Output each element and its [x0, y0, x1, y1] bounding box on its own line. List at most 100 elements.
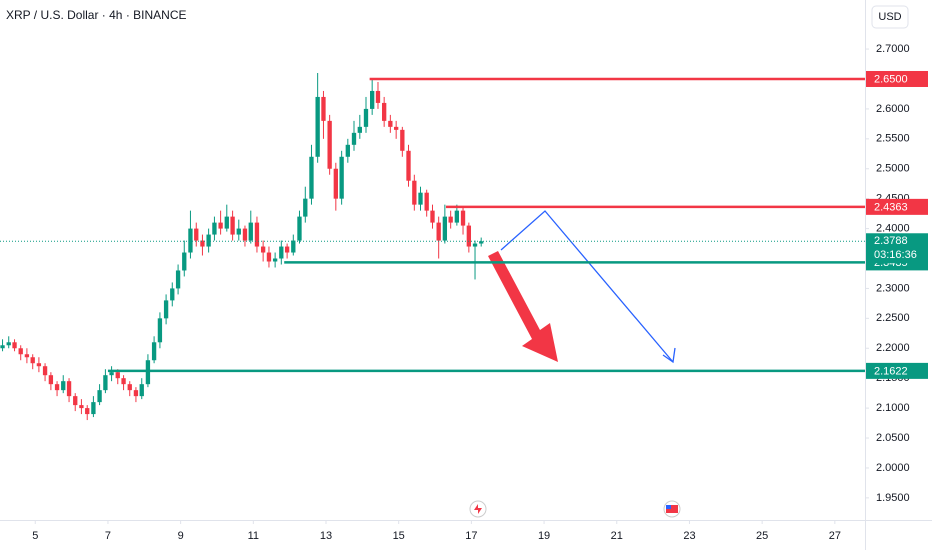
candle-body: [272, 258, 278, 262]
last-price-badge: [866, 233, 928, 264]
candle-body: [48, 375, 54, 385]
candle-body: [363, 108, 369, 127]
red-arrow: [488, 251, 558, 362]
candle-body: [436, 222, 441, 241]
candle-body: [351, 132, 357, 145]
candle-body: [139, 384, 144, 397]
candle-body: [460, 210, 466, 226]
candle-body: [206, 234, 211, 247]
level-badge: [866, 70, 928, 87]
candle-body: [224, 216, 229, 229]
projection-arrowhead: [662, 347, 676, 364]
candle-body: [182, 252, 187, 271]
candle-body: [370, 90, 375, 109]
candle-body: [236, 228, 241, 235]
currency-button[interactable]: [871, 5, 909, 29]
candle-body: [85, 408, 90, 415]
candle-body: [400, 129, 405, 151]
candle-body: [333, 168, 338, 199]
candle-body: [418, 192, 423, 205]
candle-body: [54, 384, 60, 391]
candle-body: [424, 192, 429, 211]
candle-body: [127, 384, 132, 391]
candle-body: [115, 372, 120, 379]
candle-body: [291, 240, 296, 253]
y-tick-label: 2.1000: [876, 402, 910, 414]
candle-body: [230, 216, 235, 235]
candle-body: [315, 96, 320, 157]
candle-body: [109, 372, 114, 376]
candle-body: [297, 216, 302, 241]
candle-body: [36, 363, 42, 367]
last-price-label: 2.3788: [874, 235, 908, 247]
currency-label[interactable]: USD: [878, 11, 901, 23]
y-tick-label: 2.2500: [876, 312, 910, 324]
candle-body: [163, 300, 169, 319]
candle-body: [157, 318, 163, 343]
x-tick-label: 19: [538, 530, 550, 542]
candle-body: [121, 378, 126, 385]
candle-body: [321, 96, 326, 121]
y-tick-label: 1.9500: [876, 492, 910, 504]
candle-body: [218, 222, 223, 229]
candle-body: [345, 144, 350, 157]
candle-body: [442, 216, 448, 241]
candle-body: [145, 360, 151, 385]
candle-body: [91, 402, 96, 415]
candle-body: [194, 228, 199, 241]
candle-body: [103, 375, 108, 391]
candle-body: [133, 390, 139, 397]
y-tick-label: 2.5000: [876, 163, 910, 175]
candle-body: [388, 120, 393, 127]
countdown-label: 03:16:36: [874, 249, 917, 261]
candle-body: [61, 381, 66, 391]
candle-body: [242, 228, 248, 241]
candle-body: [466, 225, 472, 247]
level-badge-label: 2.4363: [874, 201, 908, 213]
x-tick-label: 13: [320, 530, 332, 542]
y-tick-label: 2.5500: [876, 133, 910, 145]
candle-body: [339, 156, 344, 199]
x-tick-label: 15: [393, 530, 405, 542]
candle-body: [327, 120, 332, 169]
event-icon-glyph: [666, 505, 671, 509]
y-tick-label: 2.6000: [876, 103, 910, 115]
candle-body: [284, 246, 290, 253]
x-tick-label: 27: [829, 530, 841, 542]
x-tick-label: 9: [178, 530, 184, 542]
candle-body: [430, 210, 435, 223]
candle-body: [73, 396, 78, 406]
x-tick-label: 17: [465, 530, 477, 542]
candle-body: [188, 228, 193, 253]
x-tick-label: 7: [105, 530, 111, 542]
level-badge: [866, 362, 928, 379]
candle-body: [454, 210, 460, 223]
candle-body: [200, 240, 205, 247]
candle-body: [279, 246, 284, 259]
candle-body: [151, 342, 157, 361]
candle-body: [406, 150, 411, 181]
x-tick-label: 21: [611, 530, 623, 542]
candle-body: [309, 156, 314, 199]
candle-body: [303, 198, 308, 217]
level-badge-label: 2.6500: [874, 73, 908, 85]
candle-body: [412, 180, 417, 205]
candle-body: [448, 216, 453, 223]
y-tick-label: 2.7000: [876, 43, 910, 55]
candle-body: [175, 270, 181, 289]
y-tick-label: 2.0500: [876, 432, 910, 444]
candle-body: [479, 241, 484, 244]
candle-body: [212, 222, 217, 235]
candle-body: [170, 288, 175, 301]
candle-body: [260, 246, 266, 253]
y-tick-label: 2.3000: [876, 282, 910, 294]
y-tick-label: 2.4000: [876, 222, 910, 234]
candle-body: [266, 252, 272, 262]
candle-body: [393, 126, 399, 130]
candle-body: [30, 357, 35, 364]
candle-body: [97, 390, 102, 403]
candle-body: [79, 405, 84, 409]
x-tick-label: 11: [248, 530, 259, 542]
